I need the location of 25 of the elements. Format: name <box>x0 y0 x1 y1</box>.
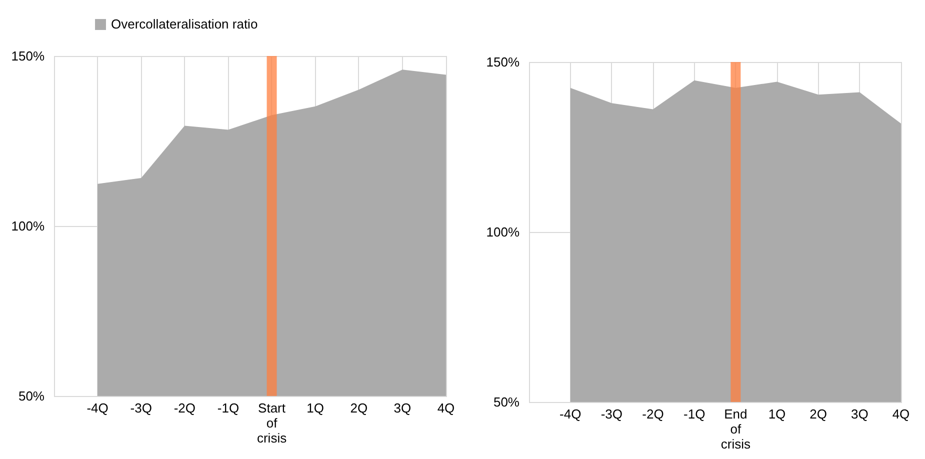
x-tick-label: -4Q <box>86 400 108 416</box>
x-tick-label: 1Q <box>306 400 324 416</box>
x-tick-label: 3Q <box>850 406 868 422</box>
x-tick-label: 2Q <box>810 406 828 422</box>
x-tick-label: -4Q <box>559 406 582 422</box>
y-tick-label: 100% <box>11 218 45 234</box>
x-tick-label: 4Q <box>437 400 455 416</box>
x-tick-label: -1Q <box>683 406 706 422</box>
x-tick-label: -2Q <box>174 400 196 416</box>
x-tick-label: 3Q <box>394 400 412 416</box>
x-tick-label: 1Q <box>768 406 786 422</box>
x-tick-label: 4Q <box>892 406 910 422</box>
x-tick-label: End of crisis <box>720 406 751 452</box>
x-tick-label: -1Q <box>217 400 240 416</box>
x-tick-label: -2Q <box>642 406 664 422</box>
y-tick-label: 50% <box>493 394 520 410</box>
y-tick-label: 150% <box>486 54 520 70</box>
x-tick-label: Start of crisis <box>256 400 288 446</box>
y-tick-label: 150% <box>11 48 45 64</box>
y-tick-label: 50% <box>18 388 45 404</box>
x-tick-label: -3Q <box>130 400 152 416</box>
x-tick-label: -3Q <box>600 406 623 422</box>
y-tick-label: 100% <box>486 224 520 240</box>
legend-label: Overcollateralisation ratio <box>111 16 258 32</box>
x-tick-label: 2Q <box>350 400 368 416</box>
